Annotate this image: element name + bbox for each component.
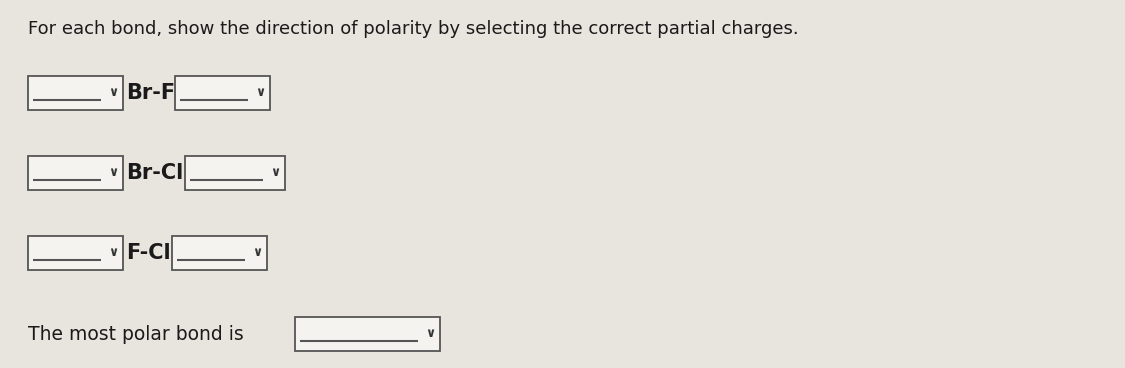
Text: ∨: ∨ <box>108 246 118 259</box>
Text: F-Cl: F-Cl <box>126 243 171 263</box>
Text: ∨: ∨ <box>252 246 262 259</box>
Bar <box>28 76 123 110</box>
Text: For each bond, show the direction of polarity by selecting the correct partial c: For each bond, show the direction of pol… <box>28 20 799 38</box>
Bar <box>295 317 440 351</box>
Text: The most polar bond is: The most polar bond is <box>28 325 244 343</box>
Text: ∨: ∨ <box>425 327 435 340</box>
Bar <box>176 76 270 110</box>
Text: ∨: ∨ <box>108 86 118 99</box>
Text: Br-F: Br-F <box>126 83 176 103</box>
Bar <box>28 156 123 190</box>
Text: ∨: ∨ <box>270 166 280 179</box>
Bar <box>172 236 267 270</box>
Text: ∨: ∨ <box>108 166 118 179</box>
Text: Br-Cl: Br-Cl <box>126 163 183 183</box>
Text: ∨: ∨ <box>255 86 266 99</box>
Bar <box>28 236 123 270</box>
Bar <box>184 156 285 190</box>
